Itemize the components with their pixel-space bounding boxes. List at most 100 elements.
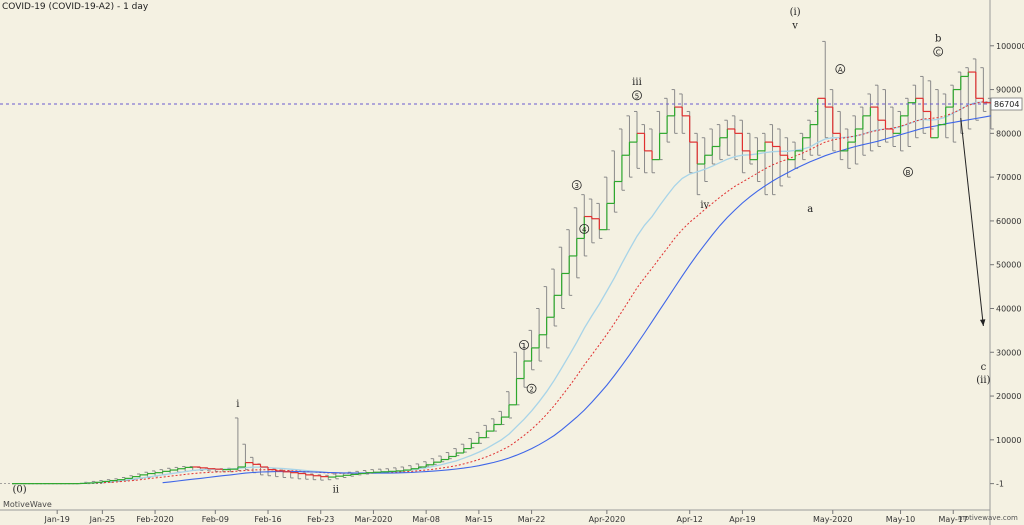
price-step-segment bbox=[433, 459, 442, 463]
price-step-segment bbox=[674, 106, 683, 116]
x-tick-label: Feb-16 bbox=[254, 515, 281, 524]
wave-label-circled: 5 bbox=[632, 90, 642, 101]
price-step-segment bbox=[177, 467, 186, 470]
wave-label-circled: 3 bbox=[571, 180, 582, 190]
price-step-segment bbox=[140, 473, 149, 476]
projection-arrow-shaft bbox=[960, 117, 984, 327]
ohlc-bar bbox=[867, 93, 874, 152]
wave-label-text: 3 bbox=[575, 182, 579, 190]
y-tick-label: 20000 bbox=[996, 392, 1021, 401]
price-step-segment bbox=[682, 115, 691, 143]
last-price-badge bbox=[990, 97, 1023, 111]
wave-label-text: B bbox=[906, 169, 911, 177]
x-tick-label: Feb-23 bbox=[307, 515, 334, 524]
price-step-segment bbox=[712, 137, 721, 148]
price-step-segment bbox=[411, 466, 420, 470]
price-step-segment bbox=[945, 89, 954, 108]
price-step-segment bbox=[94, 481, 103, 483]
price-step-segment bbox=[938, 107, 947, 126]
price-step-segment bbox=[418, 464, 427, 468]
y-tick-label: 60000 bbox=[996, 217, 1021, 226]
ohlc-bar bbox=[980, 67, 987, 112]
price-step-segment bbox=[644, 150, 653, 160]
x-tick-label: May-17 bbox=[939, 515, 968, 524]
price-step-segment bbox=[765, 141, 774, 147]
price-step-segment bbox=[697, 155, 706, 165]
wave-label-circle bbox=[903, 167, 913, 177]
price-step-segment bbox=[900, 102, 909, 117]
price-step-segment bbox=[923, 110, 932, 138]
price-step-segment bbox=[569, 238, 578, 257]
wave-label-circled: B bbox=[903, 167, 913, 177]
price-step-segment bbox=[441, 456, 450, 461]
price-step-segment bbox=[915, 97, 924, 112]
y-tick-label: 70000 bbox=[996, 173, 1021, 182]
price-step-segment bbox=[659, 115, 668, 134]
price-step-segment bbox=[840, 142, 849, 152]
wave-label-text: A bbox=[838, 66, 843, 74]
price-step-segment bbox=[508, 378, 518, 406]
ohlc-bar bbox=[822, 40, 829, 139]
moving-average-blue-line bbox=[162, 115, 992, 484]
wave-label: iv bbox=[700, 200, 709, 211]
wave-label-circle bbox=[835, 64, 846, 74]
y-tick-label: 40000 bbox=[996, 304, 1021, 313]
price-step-segment bbox=[968, 71, 977, 99]
wave-label: a bbox=[807, 204, 813, 215]
price-step-segment bbox=[787, 150, 796, 161]
ohlc-bar bbox=[234, 417, 241, 471]
wave-label-circle bbox=[933, 46, 944, 57]
price-step-segment bbox=[795, 137, 804, 152]
brand-logo-left: MotiveWave bbox=[3, 500, 52, 509]
wave-label-text: C bbox=[936, 49, 941, 57]
ohlc-bar bbox=[859, 106, 866, 156]
wave-label-circle bbox=[519, 339, 529, 350]
price-step-segment bbox=[260, 466, 269, 470]
price-step-segment bbox=[667, 107, 676, 117]
price-step-segment bbox=[237, 462, 247, 468]
price-step-segment bbox=[621, 142, 631, 156]
wave-label: c bbox=[981, 362, 987, 373]
price-step-segment bbox=[975, 97, 984, 103]
y-tick-label: 10000 bbox=[996, 436, 1021, 445]
x-tick-label: Feb-2020 bbox=[136, 515, 173, 524]
x-tick-label: Apr-19 bbox=[729, 515, 755, 524]
price-step-segment bbox=[817, 97, 826, 108]
price-step-segment bbox=[463, 443, 472, 450]
price-step-segment bbox=[772, 145, 781, 156]
price-step-segment bbox=[298, 472, 307, 475]
price-step-segment bbox=[825, 106, 834, 134]
price-step-segment bbox=[283, 471, 292, 473]
brand-url-right: motivewave.com bbox=[958, 514, 1018, 522]
price-step-segment bbox=[102, 480, 111, 483]
x-tick-label: Apr-12 bbox=[676, 515, 702, 524]
wave-label: b bbox=[935, 33, 941, 44]
wave-label: i bbox=[236, 399, 239, 410]
price-step-segment bbox=[591, 218, 600, 230]
price-step-segment bbox=[960, 72, 969, 78]
price-step-segment bbox=[486, 424, 495, 432]
wave-label-circle bbox=[571, 180, 582, 190]
last-price-label: 86704 bbox=[994, 100, 1019, 109]
price-step-segment bbox=[456, 448, 465, 454]
wave-label: iii bbox=[632, 77, 642, 88]
y-tick-label: 90000 bbox=[996, 86, 1021, 95]
price-step-segment bbox=[893, 115, 902, 134]
price-step-segment bbox=[554, 273, 563, 296]
price-step-segment bbox=[742, 150, 751, 160]
wave-label-circled: C bbox=[933, 46, 944, 57]
price-step-segment bbox=[493, 417, 503, 426]
wave-label: (ii) bbox=[976, 375, 990, 386]
wave-label-circle bbox=[632, 90, 642, 101]
x-tick-label: Mar-22 bbox=[518, 515, 546, 524]
ohlc-bar bbox=[882, 89, 889, 143]
price-step-segment bbox=[539, 317, 548, 336]
price-step-segment bbox=[614, 155, 623, 183]
wave-label: v bbox=[791, 20, 798, 31]
price-step-segment bbox=[734, 132, 744, 151]
wave-label: (i) bbox=[790, 7, 801, 18]
price-step-segment bbox=[757, 142, 766, 152]
price-step-segment bbox=[847, 128, 856, 143]
ohlc-bar bbox=[965, 67, 972, 130]
